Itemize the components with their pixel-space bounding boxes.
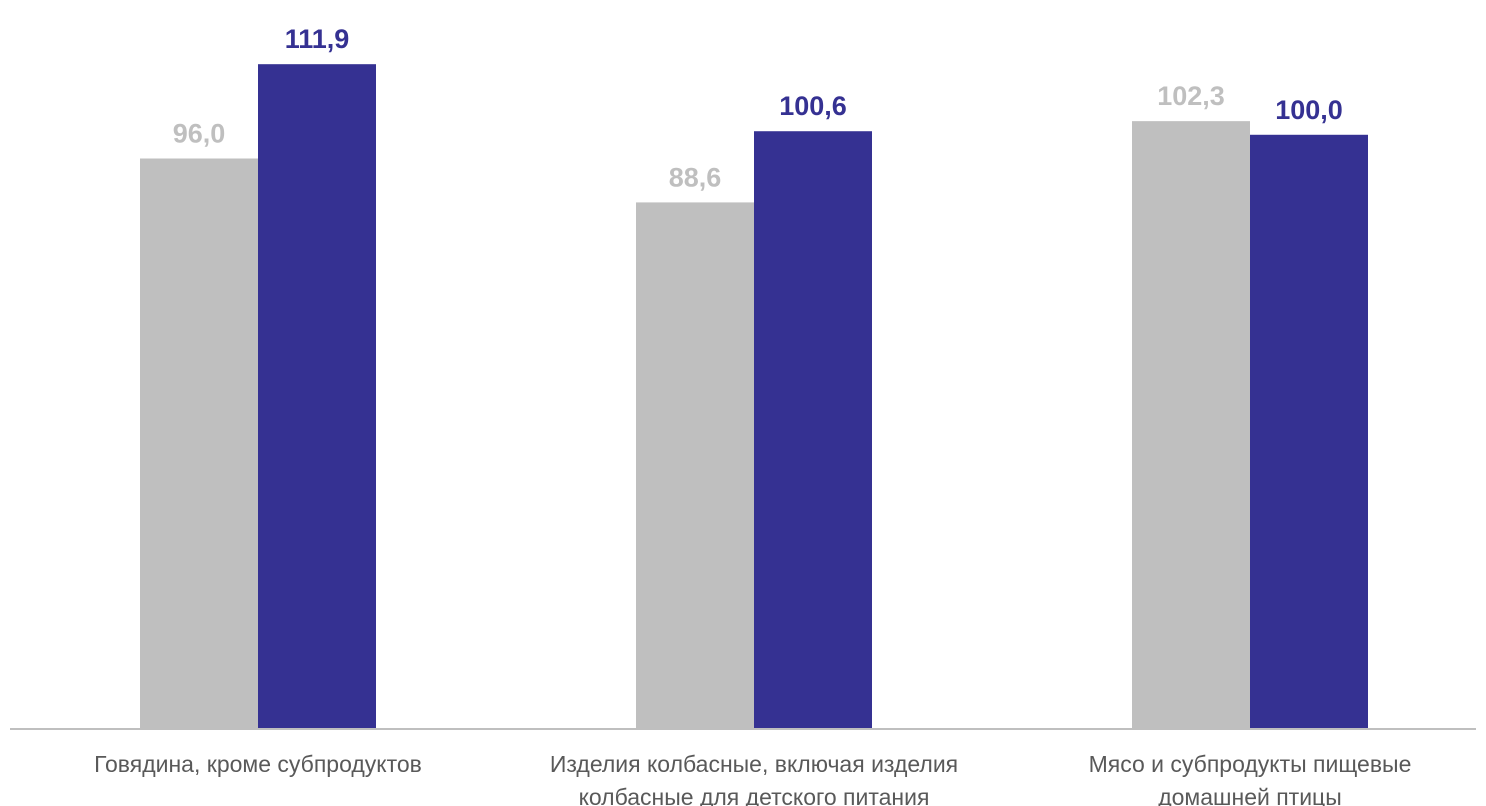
bar-series-2-category-2	[754, 131, 872, 728]
bar-series-1-category-1	[140, 158, 258, 728]
data-label-series-2-category-1: 111,9	[285, 24, 350, 54]
bar-series-1-category-3	[1132, 121, 1250, 728]
bar-series-2-category-3	[1250, 134, 1368, 728]
category-label-2-line-1: Изделия колбасные, включая изделия	[550, 751, 958, 777]
bar-series-2-category-1	[258, 64, 376, 728]
data-label-series-1-category-3: 102,3	[1157, 81, 1225, 111]
category-label-3-line-2: домашней птицы	[1158, 784, 1342, 806]
data-label-series-1-category-1: 96,0	[173, 119, 226, 149]
category-label-2-line-2: колбасные для детского питания	[579, 784, 930, 806]
category-label-1-line-1: Говядина, кроме субпродуктов	[94, 751, 422, 777]
value-labels-group: 96,0 111,9 88,6 100,6 102,3 100,0	[173, 24, 1343, 192]
data-label-series-1-category-2: 88,6	[669, 162, 722, 192]
category-label-3-line-1: Мясо и субпродукты пищевые	[1089, 751, 1412, 777]
bars-group	[140, 64, 1368, 728]
bar-series-1-category-2	[636, 202, 754, 728]
data-label-series-2-category-2: 100,6	[779, 91, 847, 121]
category-labels-group: Говядина, кроме субпродуктов Изделия колб…	[94, 751, 1411, 806]
data-label-series-2-category-3: 100,0	[1275, 95, 1343, 125]
